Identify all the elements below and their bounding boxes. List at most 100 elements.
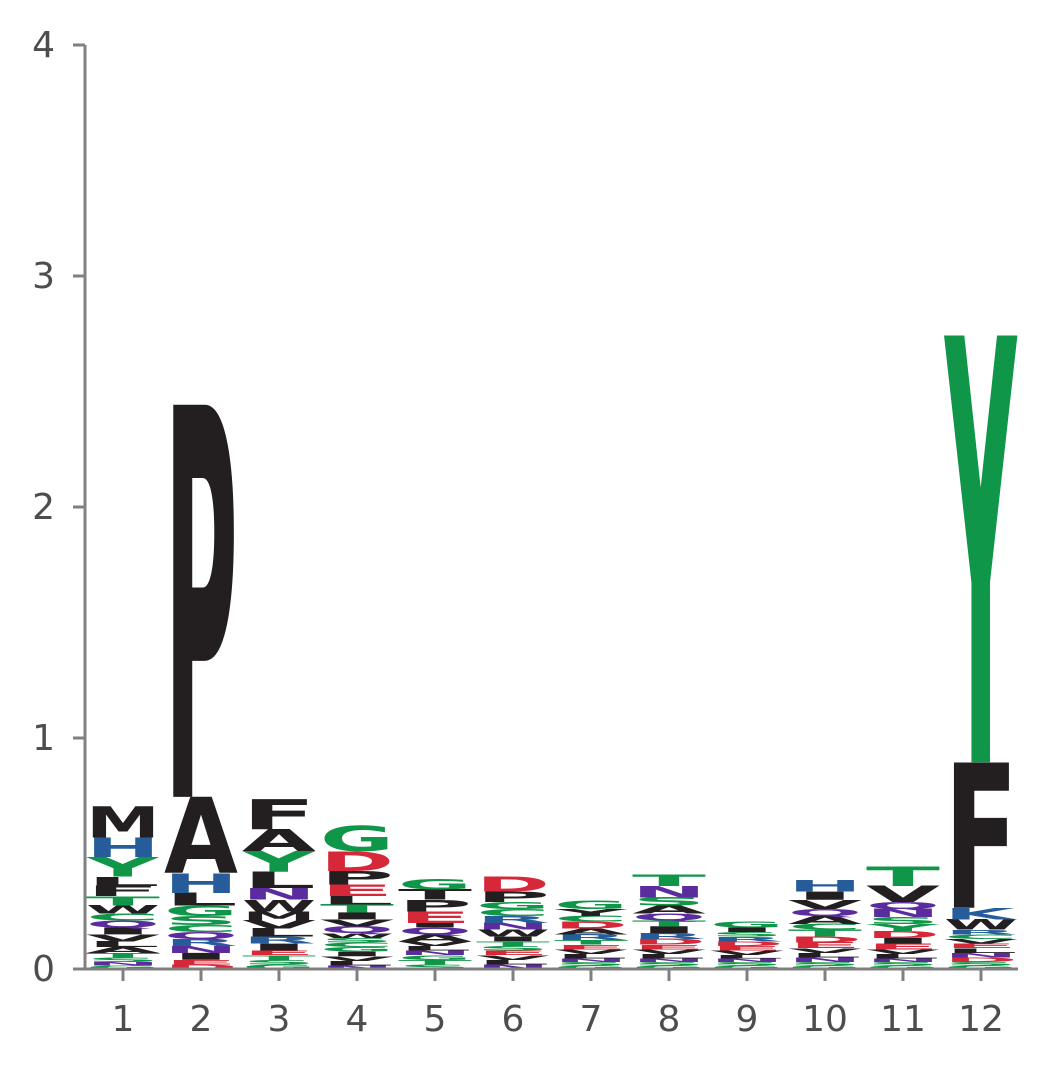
logo-letter-W: W	[944, 917, 1018, 933]
x-tick-label: 11	[880, 999, 926, 1040]
logo-letter-T: T	[788, 928, 863, 939]
logo-letter-D: D	[164, 963, 238, 970]
logo-letter-T: T	[554, 939, 628, 946]
logo-letter-A: A	[86, 945, 161, 954]
logo-letter-E: E	[632, 944, 706, 951]
logo-letter-S: S	[710, 931, 784, 938]
logo-letter-Y: Y	[943, 220, 1017, 902]
logo-letter-V: V	[86, 933, 161, 944]
x-axis-ticks: 1 2 3 4 5 6 7 8 9 10 11 12	[112, 969, 1004, 1040]
logo-letter-L: L	[398, 945, 472, 952]
logo-letter-D: D	[320, 846, 394, 877]
logo-letter-E: E	[788, 941, 862, 950]
logo-letter-E: E	[476, 949, 550, 956]
logo-letter-G: G	[398, 954, 472, 961]
y-tick-label: 1	[32, 718, 55, 759]
logo-letter-R: R	[554, 933, 628, 942]
x-tick-label: 6	[502, 999, 525, 1040]
logo-letter-N: N	[710, 958, 784, 964]
logo-letter-L: L	[866, 953, 940, 960]
logo-letter-N: N	[476, 921, 550, 932]
logo-letter-D: D	[632, 937, 706, 946]
y-axis-ticks: 0 1 2 3 4	[32, 25, 85, 990]
logo-letter-S: S	[320, 937, 394, 944]
logo-letter-G: G	[476, 900, 550, 911]
logo-letter-V: V	[944, 938, 1019, 945]
logo-letter-T: T	[320, 902, 395, 915]
logo-letter-E: E	[164, 959, 238, 966]
logo-letter-W: W	[320, 932, 394, 939]
logo-letter-C: C	[320, 941, 394, 948]
logo-letter-H: H	[164, 868, 238, 899]
logo-letter-I: I	[476, 935, 550, 942]
logo-stacks: GNSTALVIQCWTFLYHMDEINRQCSGLHAPGSTEIRLVMW…	[86, 220, 1019, 971]
logo-letter-T: T	[632, 919, 707, 928]
y-tick-label: 2	[32, 487, 55, 528]
logo-letter-W: W	[86, 903, 160, 916]
x-tick-label: 2	[190, 999, 213, 1040]
logo-letter-E: E	[944, 942, 1018, 949]
x-tick-label: 5	[424, 999, 447, 1040]
logo-letter-S: S	[632, 895, 706, 908]
x-tick-label: 10	[802, 999, 848, 1040]
x-tick-label: 3	[268, 999, 291, 1040]
logo-letter-E: E	[866, 942, 940, 951]
logo-letter-I: I	[86, 926, 160, 937]
logo-letter-E: E	[320, 882, 394, 900]
logo-letter-V: V	[242, 918, 316, 931]
logo-letter-R: R	[476, 914, 550, 925]
logo-letter-G: G	[320, 946, 394, 953]
logo-letter-F: F	[86, 883, 160, 900]
logo-letter-D: D	[866, 929, 940, 940]
logo-letter-S: S	[632, 961, 706, 967]
logo-letter-N: N	[632, 883, 706, 901]
logo-letter-V: V	[320, 918, 395, 929]
y-tick-label: 0	[32, 949, 55, 990]
logo-letter-V: V	[866, 882, 940, 908]
logo-letter-L: L	[320, 960, 394, 967]
logo-letter-T: T	[476, 940, 550, 947]
logo-letter-G: G	[710, 920, 784, 929]
logo-letter-P: P	[164, 299, 238, 924]
logo-letter-I: I	[320, 911, 394, 922]
logo-letter-C: C	[554, 914, 628, 923]
logo-letter-I: I	[866, 936, 940, 945]
logo-letter-S: S	[788, 961, 862, 967]
logo-letter-L: L	[788, 952, 862, 959]
logo-letter-I: I	[164, 951, 238, 962]
logo-letter-T: T	[398, 887, 472, 904]
logo-letter-Q: Q	[866, 900, 940, 911]
x-tick-label: 4	[346, 999, 369, 1040]
logo-letter-V: V	[476, 954, 551, 961]
logo-letter-V: V	[788, 897, 862, 912]
logo-letter-V: V	[866, 948, 941, 955]
logo-letter-G: G	[866, 965, 940, 971]
logo-letter-Y: Y	[242, 846, 317, 879]
logo-letter-S: S	[398, 963, 472, 970]
logo-letter-V: V	[398, 940, 473, 947]
logo-letter-Q: Q	[632, 912, 706, 923]
logo-letter-G: G	[242, 963, 316, 970]
logo-letter-G: G	[164, 903, 238, 920]
logo-letter-H: H	[788, 877, 862, 895]
logo-letter-L: L	[86, 874, 160, 889]
logo-letter-S: S	[476, 945, 550, 952]
logo-letter-S: S	[710, 961, 784, 967]
logo-letter-T: T	[242, 954, 316, 961]
logo-letter-L: L	[554, 953, 628, 960]
logo-letter-G: G	[320, 820, 394, 860]
logo-letter-S: S	[944, 961, 1018, 967]
logo-letter-W: W	[476, 928, 550, 939]
logo-letter-W: W	[242, 897, 316, 915]
